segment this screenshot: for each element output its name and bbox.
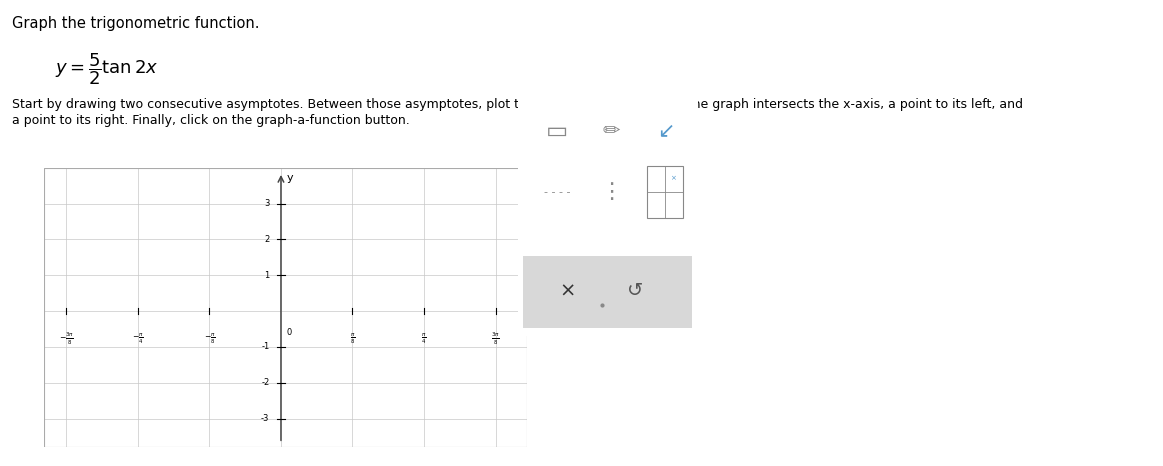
Text: ✏: ✏	[602, 121, 620, 140]
Text: $\frac{\pi}{8}$: $\frac{\pi}{8}$	[350, 331, 355, 346]
Text: $\frac{3\pi}{8}$: $\frac{3\pi}{8}$	[491, 331, 500, 348]
Text: $y=\dfrac{5}{2}\tan 2x$: $y=\dfrac{5}{2}\tan 2x$	[55, 51, 158, 87]
Text: ×: ×	[559, 281, 576, 300]
Text: y: y	[286, 173, 293, 184]
Text: $-\frac{3\pi}{8}$: $-\frac{3\pi}{8}$	[59, 331, 74, 348]
Text: a point to its right. Finally, click on the graph-a-function button.: a point to its right. Finally, click on …	[12, 114, 409, 127]
Text: $-\frac{\pi}{8}$: $-\frac{\pi}{8}$	[204, 331, 215, 346]
Text: ↺: ↺	[627, 281, 643, 300]
Text: 3: 3	[264, 199, 270, 208]
Text: Start by drawing two consecutive asymptotes. Between those asymptotes, plot thre: Start by drawing two consecutive asympto…	[12, 98, 1023, 111]
Text: Graph the trigonometric function.: Graph the trigonometric function.	[12, 16, 259, 31]
Text: ▭: ▭	[545, 118, 569, 143]
Text: 0: 0	[286, 328, 292, 337]
Bar	[523, 256, 692, 328]
Text: -2: -2	[262, 378, 270, 387]
Text: ×: ×	[670, 175, 676, 181]
Text: $\frac{\pi}{4}$: $\frac{\pi}{4}$	[421, 331, 427, 346]
Text: -1: -1	[262, 343, 270, 351]
Text: 2: 2	[264, 235, 270, 244]
Text: - - - -: - - - -	[544, 187, 570, 197]
Text: x: x	[534, 303, 541, 313]
Text: ⋮: ⋮	[600, 182, 622, 202]
Text: 1: 1	[264, 271, 270, 280]
Text: $-\frac{\pi}{4}$: $-\frac{\pi}{4}$	[133, 331, 144, 346]
Bar	[648, 166, 684, 218]
Text: ↙: ↙	[657, 121, 675, 140]
Text: -3: -3	[261, 414, 270, 423]
FancyBboxPatch shape	[514, 74, 701, 341]
